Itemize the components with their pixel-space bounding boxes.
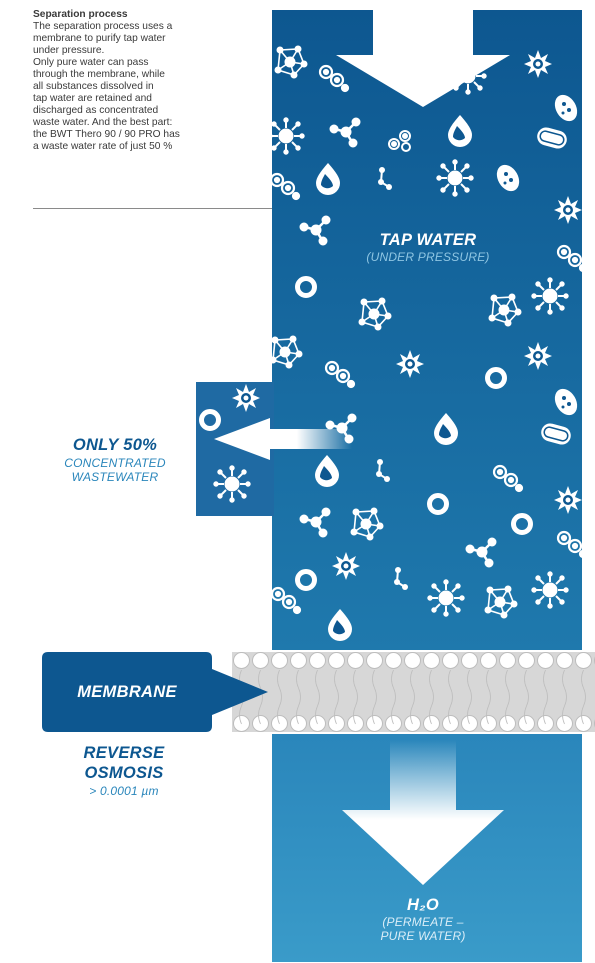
intro-line: all substances dissolved in	[33, 81, 154, 92]
h2o-subtitle-1: (PERMEATE –	[382, 915, 464, 929]
pressure-arrow-icon	[336, 10, 510, 107]
intro-line: a waste water rate of just 50 %	[33, 141, 173, 152]
reverse-osmosis-title-1: REVERSE	[83, 744, 165, 762]
wastewater-title: ONLY 50%	[72, 436, 158, 454]
intro-line: through the membrane, while	[33, 69, 165, 80]
divider-line	[33, 208, 272, 209]
intro-text: Separation process The separation proces…	[33, 9, 228, 153]
tap-water-title: TAP WATER	[379, 231, 477, 249]
intro-line: The separation process uses a	[33, 21, 173, 32]
intro-line: Only pure water can pass	[33, 57, 149, 68]
reverse-osmosis-title-2: OSMOSIS	[84, 764, 164, 782]
intro-line: the BWT Thero 90 / 90 PRO has	[33, 129, 180, 140]
membrane-pores	[232, 652, 595, 732]
intro-line: under pressure.	[33, 45, 105, 56]
h2o-subtitle-2: PURE WATER)	[380, 929, 466, 943]
permeate-arrow-icon	[342, 740, 504, 885]
intro-line: discharged as concentrated	[33, 105, 159, 116]
wastewater-subtitle-1: CONCENTRATED	[64, 456, 166, 470]
reverse-osmosis-size: > 0.0001 µm	[89, 784, 159, 798]
h2o-title: H₂O	[407, 896, 439, 914]
membrane-label: MEMBRANE	[77, 683, 177, 701]
tap-water-subtitle: (UNDER PRESSURE)	[366, 250, 490, 264]
intro-line: membrane to purify tap water	[33, 33, 166, 44]
tap-water-column	[272, 10, 582, 650]
membrane-tag	[42, 652, 268, 732]
intro-line: tap water are retained and	[33, 93, 152, 104]
intro-line: waste water. And the best part:	[33, 117, 173, 128]
wastewater-subtitle-2: WASTEWATER	[71, 470, 159, 484]
wastewater-arrow-icon	[214, 418, 352, 460]
intro-heading: Separation process	[33, 9, 128, 20]
